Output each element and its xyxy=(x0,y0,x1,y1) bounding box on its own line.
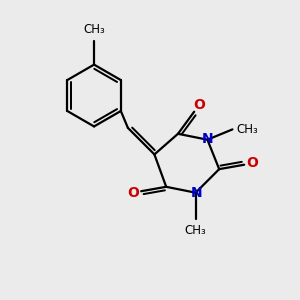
Text: CH₃: CH₃ xyxy=(83,23,105,36)
Text: O: O xyxy=(127,186,139,200)
Text: O: O xyxy=(246,156,258,170)
Text: N: N xyxy=(202,132,214,146)
Text: O: O xyxy=(193,98,205,112)
Text: N: N xyxy=(190,186,202,200)
Text: CH₃: CH₃ xyxy=(185,224,206,237)
Text: CH₃: CH₃ xyxy=(236,123,258,136)
